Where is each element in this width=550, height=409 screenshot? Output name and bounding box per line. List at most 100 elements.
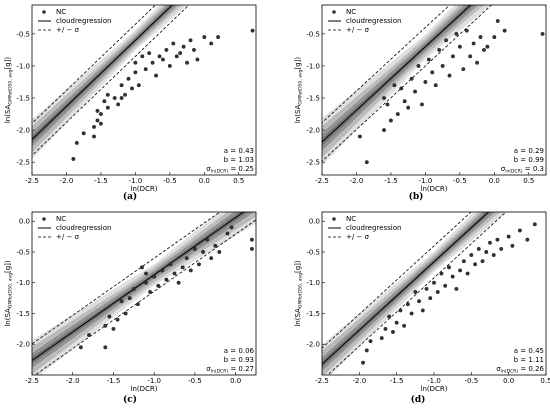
data-point (394, 320, 399, 325)
data-point (140, 54, 145, 59)
data-point (440, 63, 445, 68)
minus-sigma-line (322, 5, 493, 162)
data-point (409, 311, 414, 316)
y-axis-label: ln(SAGMRotD50, avg[g]) (4, 57, 14, 124)
y-tick-label: -1.5 (306, 310, 320, 318)
data-point (81, 131, 86, 136)
data-point (405, 302, 410, 307)
y-tick-label: -1.0 (16, 62, 30, 70)
data-point (184, 256, 189, 261)
data-point (413, 290, 418, 294)
x-tick-label: -1.0 (129, 177, 143, 185)
data-point (468, 54, 473, 59)
y-tick-label: -2.0 (16, 127, 30, 135)
data-point (181, 44, 186, 49)
minus-sigma-line (327, 212, 507, 375)
data-point (188, 268, 193, 273)
data-point (112, 96, 117, 100)
x-tick-label: 0.5 (233, 177, 244, 185)
data-point (126, 76, 131, 81)
data-point (433, 83, 438, 88)
confidence-band-1 (322, 212, 507, 375)
band-edge-line-1 (322, 212, 498, 373)
x-tick-label: -2.0 (350, 177, 364, 185)
data-point (119, 299, 124, 304)
data-point (446, 265, 451, 270)
data-point (192, 47, 196, 52)
data-point (478, 35, 483, 40)
y-tick-label: -1.0 (306, 279, 320, 287)
x-tick-label: -1.5 (107, 377, 121, 385)
data-point (136, 83, 141, 88)
data-point (420, 308, 425, 313)
data-point (133, 70, 138, 75)
band-edge-line-2 (322, 5, 462, 134)
y-tick-label: -0.5 (306, 248, 320, 256)
plot-area (32, 5, 255, 161)
data-point (395, 112, 400, 117)
data-point (488, 240, 492, 245)
data-point (161, 57, 165, 62)
y-tick-label: -2.5 (16, 159, 30, 167)
data-point (143, 67, 148, 72)
data-point (92, 124, 96, 129)
y-tick-label: -1.5 (16, 310, 30, 318)
y-tick-label: -0.5 (16, 30, 30, 38)
chart-panel-4: -2.5 -2.0 -1.5 -1.0 -0.5 0.0 0.5 -2.0 -1.5 -1.0 -0… (294, 211, 550, 405)
data-point (364, 348, 369, 353)
data-point (517, 228, 522, 233)
minus-sigma-line (34, 219, 256, 375)
data-point (201, 250, 206, 254)
confidence-band-4 (322, 212, 492, 368)
data-point (123, 92, 127, 97)
data-point (399, 86, 404, 91)
data-point (178, 51, 183, 56)
x-tick-label: 0.5 (523, 177, 534, 185)
data-point (195, 57, 200, 62)
data-point (451, 54, 455, 59)
data-point (144, 271, 148, 276)
y-tick-label: 0.0 (309, 218, 320, 226)
band-edge-line-1 (32, 212, 256, 369)
panel-caption: (d) (411, 394, 426, 405)
data-point (510, 243, 515, 248)
stat-b: b = 0.93 (224, 356, 254, 364)
data-point (406, 105, 411, 110)
data-point (413, 89, 417, 94)
data-point (185, 60, 190, 65)
plus-sigma-line (322, 5, 451, 124)
data-point (454, 31, 459, 36)
data-point (454, 286, 459, 291)
legend-label-regression: cloudregression (56, 17, 111, 25)
data-point (98, 112, 103, 117)
stat-sigma: σln(DCR) = 0.25 (206, 165, 254, 175)
legend-label-nc: NC (56, 215, 66, 223)
stat-sigma: σln(DCR) = 0.26 (496, 365, 544, 375)
stat-a: a = 0.29 (514, 147, 544, 155)
data-point (428, 296, 433, 301)
x-tick-label: 0.0 (230, 377, 241, 385)
data-point (157, 54, 162, 59)
data-point (102, 99, 107, 104)
data-point (156, 283, 161, 288)
data-point (465, 271, 470, 276)
data-point (111, 326, 116, 331)
data-point (127, 296, 132, 301)
x-tick-label: -1.0 (427, 377, 441, 385)
data-point (416, 63, 421, 68)
stat-a: a = 0.45 (514, 347, 544, 355)
stat-a: a = 0.43 (224, 147, 254, 155)
y-tick-label: -0.5 (16, 248, 30, 256)
x-tick-label: -1.5 (384, 177, 398, 185)
data-point (152, 274, 157, 279)
data-point (171, 41, 176, 46)
y-tick-label: -2.0 (306, 341, 320, 349)
y-tick-label: -2.0 (306, 127, 320, 135)
data-point (92, 134, 96, 139)
